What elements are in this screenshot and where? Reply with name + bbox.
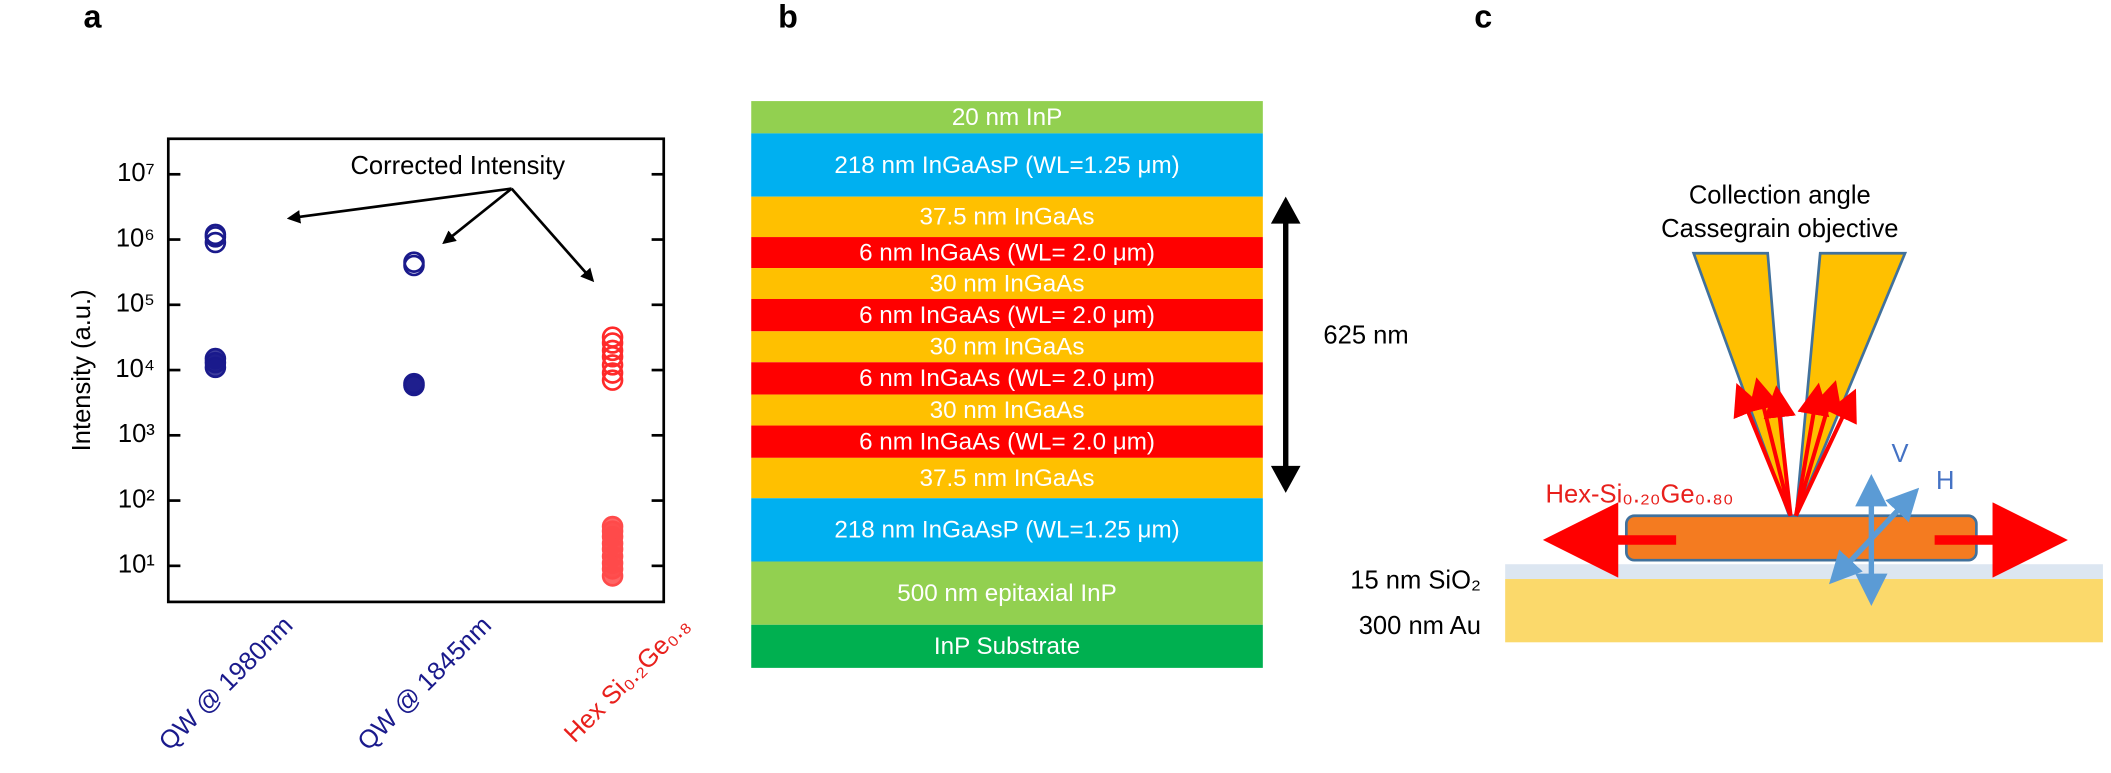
layer (751, 196, 1263, 238)
nanowire (1624, 514, 1978, 562)
x-tick-label: QW @ 1845nm (352, 611, 497, 756)
panel-letter: a (83, 0, 102, 34)
data-point (204, 223, 227, 246)
polarization-label: H (1936, 467, 1954, 495)
y-tick-label: 10¹ (118, 551, 155, 579)
data-point (204, 347, 227, 370)
layer-label: 15 nm SiO₂ (1350, 566, 1481, 594)
layer (751, 298, 1263, 332)
emission-arrows (1542, 377, 2068, 578)
layer-label: 500 nm epitaxial InP (897, 580, 1116, 607)
layer (751, 268, 1263, 299)
data-point (601, 362, 624, 384)
annotation-arrows (286, 187, 595, 283)
x-tick-label: Hex Si₀.₂Ge₀.₈ (559, 611, 696, 748)
data-point (601, 339, 624, 362)
data-point (601, 326, 624, 348)
layer-label: InP Substrate (934, 633, 1080, 660)
thickness-label: 625 nm (1323, 321, 1408, 349)
panel-letter: b (778, 0, 798, 34)
data-point (601, 332, 624, 354)
layer (751, 624, 1263, 668)
data-point (403, 372, 425, 395)
wire-label: Hex-Si₀.₂₀Ge₀.₈₀ (1546, 480, 1734, 508)
layer (751, 457, 1263, 499)
layer-label: 6 nm InGaAs (WL= 2.0 μm) (859, 365, 1155, 392)
layer (751, 362, 1263, 395)
layer (751, 561, 1263, 625)
y-tick-label: 10² (118, 485, 155, 513)
layer-label: 20 nm InP (952, 104, 1062, 131)
setup-label: Cassegrain objective (1661, 215, 1898, 243)
layer-label: 218 nm InGaAsP (WL=1.25 μm) (834, 517, 1179, 544)
layer (751, 425, 1263, 458)
data-point (403, 251, 425, 273)
layer-label: 30 nm InGaAs (930, 397, 1085, 424)
chart: 10¹ 10² 10³ 10⁴ 10⁵ 10⁶ 10⁷ QW @ 1980nm QW @ 184… (115, 159, 695, 756)
oxide-layer (1505, 564, 2103, 580)
y-tick-label: 10³ (118, 420, 155, 448)
layer-stack: 20 nm InP 218 nm InGaAsP (WL=1.25 μm) 37.5… (751, 101, 1263, 668)
y-axis-label: Intensity (a.u.) (68, 289, 96, 451)
layer-label: 37.5 nm InGaAs (920, 465, 1095, 492)
layer (751, 237, 1263, 269)
y-tick-label: 10⁶ (116, 224, 155, 252)
y-tick-label: 10⁵ (116, 290, 155, 318)
layer (751, 101, 1263, 134)
plot-frame (166, 137, 666, 604)
layer (751, 331, 1263, 363)
layer-label: 300 nm Au (1359, 612, 1481, 640)
data-point (204, 231, 227, 254)
polarization-arrows (1829, 474, 1920, 606)
y-tick-label: 10⁴ (115, 355, 154, 383)
polarization-label: V (1892, 440, 1909, 468)
layer-label: 30 nm InGaAs (930, 270, 1085, 297)
setup-label: Collection angle (1689, 181, 1871, 209)
layer-label: 30 nm InGaAs (930, 334, 1085, 361)
layer-label: 37.5 nm InGaAs (920, 204, 1095, 231)
layer-label: 6 nm InGaAs (WL= 2.0 μm) (859, 239, 1155, 266)
layer (751, 133, 1263, 197)
layer-label: 218 nm InGaAsP (WL=1.25 μm) (834, 152, 1179, 179)
data-point (601, 515, 624, 538)
gold-layer (1505, 579, 2103, 643)
y-tick-label: 10⁷ (117, 159, 155, 187)
layer (751, 498, 1263, 562)
annotation: Corrected Intensity (350, 152, 565, 180)
data-point (601, 369, 624, 391)
layer-label: 6 nm InGaAs (WL= 2.0 μm) (859, 428, 1155, 455)
panel-letter: c (1474, 0, 1492, 34)
x-tick-label: QW @ 1980nm (154, 611, 299, 756)
layer (751, 394, 1263, 426)
data-point (601, 354, 624, 376)
layer-label: 6 nm InGaAs (WL= 2.0 μm) (859, 302, 1155, 329)
